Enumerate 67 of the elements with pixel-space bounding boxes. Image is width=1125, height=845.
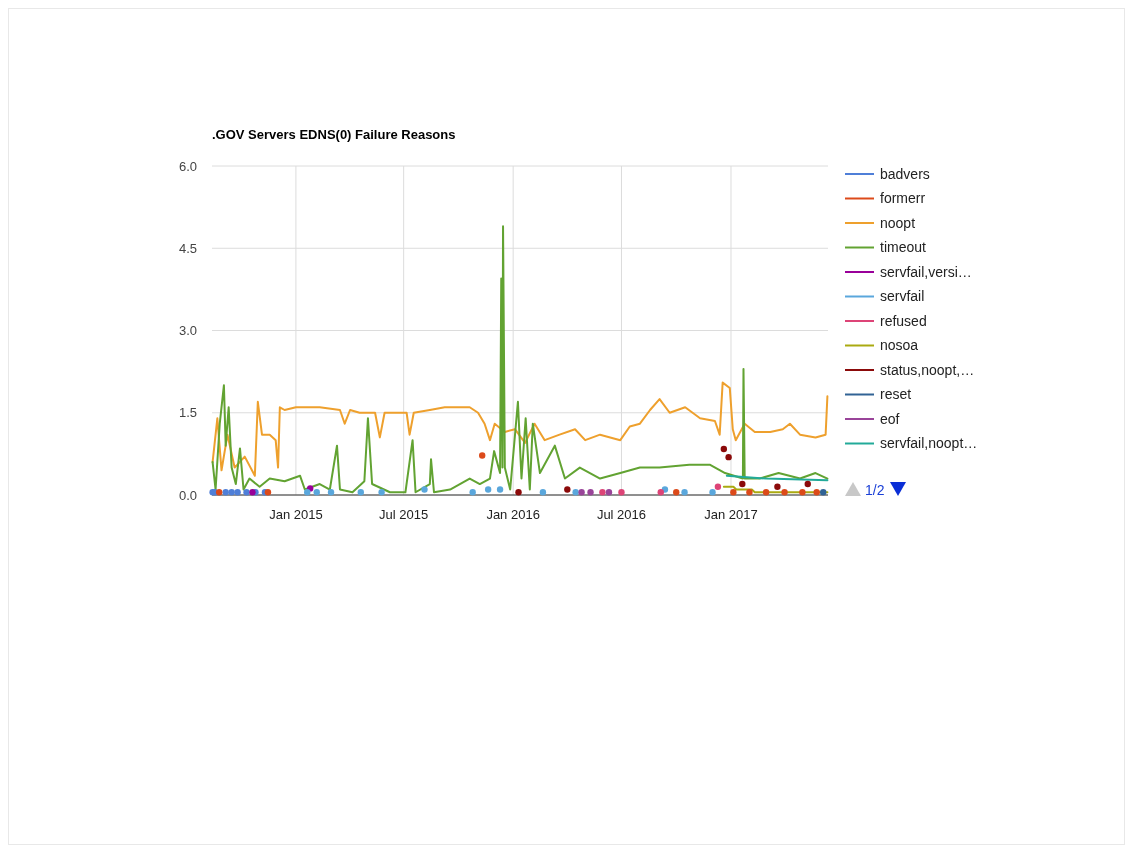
point bbox=[587, 489, 594, 496]
legend-label: servfail,versi… bbox=[880, 263, 972, 280]
point bbox=[720, 445, 728, 453]
x-tick-label: Jan 2016 bbox=[486, 507, 540, 522]
point bbox=[714, 483, 722, 490]
point bbox=[804, 480, 811, 488]
point bbox=[539, 489, 547, 496]
point bbox=[378, 489, 385, 496]
point bbox=[469, 489, 476, 496]
y-tick-label: 3.0 bbox=[178, 323, 197, 339]
x-tick-label: Jan 2015 bbox=[269, 507, 323, 522]
y-tick-label: 1.5 bbox=[178, 405, 197, 421]
legend-label: badvers bbox=[880, 165, 930, 182]
legend-label: nosoa bbox=[880, 337, 919, 354]
point bbox=[578, 489, 585, 496]
point bbox=[673, 489, 680, 496]
point bbox=[215, 489, 223, 496]
point bbox=[515, 489, 522, 496]
point bbox=[304, 489, 311, 496]
legend-label: eof bbox=[880, 410, 900, 427]
x-tick-label: Jul 2016 bbox=[596, 507, 647, 522]
point bbox=[799, 489, 806, 496]
point bbox=[421, 486, 428, 493]
legend-label: timeout bbox=[880, 239, 927, 256]
point bbox=[243, 489, 250, 496]
point bbox=[746, 489, 753, 496]
legend-label: servfail bbox=[880, 288, 925, 305]
text: 1/2 bbox=[865, 481, 885, 498]
point bbox=[774, 483, 781, 490]
y-tick-label: 4.5 bbox=[178, 240, 197, 256]
point bbox=[228, 489, 235, 496]
point bbox=[599, 489, 606, 496]
point bbox=[725, 453, 732, 461]
point bbox=[234, 489, 241, 496]
point bbox=[484, 486, 492, 493]
legend-label: noopt bbox=[880, 214, 916, 231]
point bbox=[313, 489, 320, 496]
y-tick-label: 0.0 bbox=[178, 487, 197, 503]
point bbox=[813, 489, 820, 496]
point bbox=[820, 489, 827, 496]
point bbox=[730, 489, 737, 496]
x-tick-label: Jul 2015 bbox=[379, 507, 429, 522]
chart-title: .GOV Servers EDNS(0) Failure Reasons bbox=[212, 127, 456, 142]
point bbox=[739, 480, 746, 488]
point bbox=[496, 486, 504, 493]
legend-label: reset bbox=[880, 386, 912, 403]
line-series bbox=[211, 225, 829, 494]
y-tick-label: 6.0 bbox=[178, 158, 197, 174]
point bbox=[357, 489, 364, 496]
point bbox=[572, 489, 579, 496]
legend-label: servfail,noopt… bbox=[880, 435, 978, 452]
point bbox=[479, 452, 486, 459]
point bbox=[618, 489, 625, 496]
point bbox=[762, 489, 770, 496]
point bbox=[781, 489, 788, 496]
point bbox=[681, 489, 688, 496]
x-tick-label: Jan 2017 bbox=[704, 507, 758, 522]
point bbox=[709, 489, 716, 496]
point bbox=[605, 489, 613, 496]
legend-label: formerr bbox=[880, 190, 926, 207]
line-series bbox=[211, 381, 829, 477]
point bbox=[327, 489, 335, 496]
legend-label: refused bbox=[880, 312, 927, 329]
point bbox=[657, 489, 664, 496]
legend-label: status,noopt,… bbox=[880, 361, 975, 378]
point bbox=[564, 486, 571, 493]
point bbox=[222, 489, 229, 496]
